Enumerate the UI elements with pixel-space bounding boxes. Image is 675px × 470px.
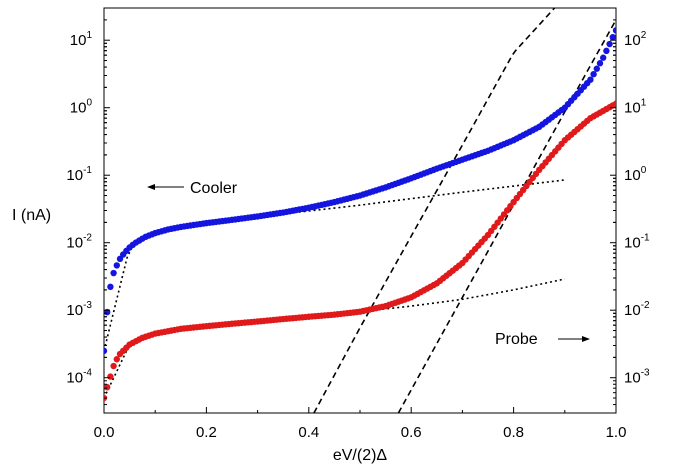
cooler-label: Cooler xyxy=(190,180,238,197)
series-0-point xyxy=(609,33,616,41)
series-0-point xyxy=(603,47,610,55)
series-1-point xyxy=(113,356,121,363)
series-0-point xyxy=(600,54,607,61)
x-tick-label: 0.4 xyxy=(298,424,319,441)
y-right-tick-label: 10-2 xyxy=(624,300,650,319)
y-right-tick-label: 102 xyxy=(624,30,647,49)
x-tick-label: 0.0 xyxy=(94,424,115,441)
probe-arrow-head xyxy=(582,336,590,342)
series-0-point xyxy=(113,262,121,269)
series-0-point xyxy=(596,60,604,67)
y-axis-title: I (nA) xyxy=(12,207,51,224)
y-left-tick-label: 100 xyxy=(70,98,93,117)
y-left-tick-label: 10-2 xyxy=(66,233,92,252)
dashed-fit-line-3 xyxy=(313,8,556,413)
series-0-point xyxy=(606,40,613,48)
series-0-point xyxy=(104,347,108,355)
series-0-point xyxy=(612,27,616,34)
series-0-point xyxy=(593,65,600,72)
y-right-tick-label: 10-1 xyxy=(624,233,650,252)
annotation-cooler: Cooler xyxy=(147,180,238,197)
series-1 xyxy=(104,100,616,402)
y-right-tick-label: 100 xyxy=(624,165,647,184)
y-left-tick-label: 10-1 xyxy=(66,165,92,184)
series-0-point xyxy=(110,269,117,277)
series-1-point xyxy=(612,100,616,107)
plot-frame xyxy=(103,7,617,414)
x-tick-label: 0.8 xyxy=(503,424,524,441)
dotted-fit-line-0 xyxy=(104,179,565,352)
x-tick-label: 0.6 xyxy=(401,424,422,441)
series-0-point xyxy=(107,283,114,291)
y-right-tick-label: 101 xyxy=(624,98,647,117)
series-0 xyxy=(104,27,616,355)
y-left-tick-label: 10-4 xyxy=(66,368,92,387)
series-0-point xyxy=(590,71,597,78)
cooler-arrow-head xyxy=(147,184,155,190)
series-1-point xyxy=(110,362,117,370)
x-tick-label: 1.0 xyxy=(606,424,627,441)
x-tick-label: 0.2 xyxy=(196,424,217,441)
annotation-probe: Probe xyxy=(495,331,590,348)
dashed-fit-line-4 xyxy=(397,19,616,413)
series-1-point xyxy=(104,384,111,391)
y-right-tick-label: 10-3 xyxy=(624,368,650,387)
series-1-point xyxy=(107,373,114,380)
probe-label: Probe xyxy=(495,331,538,348)
x-axis-title: eV/(2)Δ xyxy=(333,447,388,464)
y-left-tick-label: 10-3 xyxy=(66,300,92,319)
y-left-tick-label: 101 xyxy=(70,30,93,49)
series-0-point xyxy=(587,76,594,83)
